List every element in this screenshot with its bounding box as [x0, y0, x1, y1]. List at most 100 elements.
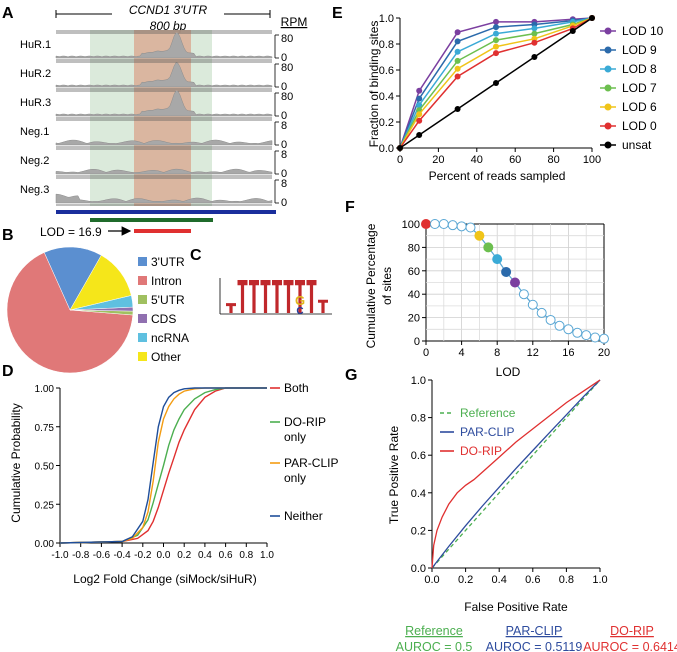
- saturation-panel: 0 20 40 60 80 100 0.0 0.2 0.4 0.6 0.8 1.0 LOD 10 LOD…: [367, 13, 664, 183]
- track-min-label: 0: [281, 110, 287, 122]
- track-min-label: 0: [281, 139, 287, 151]
- y-tick-label: 0.8: [379, 39, 394, 51]
- auroc-name: DO-RIP: [610, 624, 654, 638]
- lod-point: [590, 332, 601, 343]
- panel-label-e: E: [332, 5, 343, 22]
- x-tick-label: 0.4: [198, 550, 212, 561]
- legend-label: PAR-CLIP: [460, 425, 514, 439]
- x-tick-label: 4: [459, 347, 465, 359]
- x-tick-label: 40: [471, 154, 483, 166]
- legend-label: Other: [151, 350, 181, 364]
- y-tick-label: 1.0: [379, 13, 394, 25]
- legend-marker: [604, 65, 612, 73]
- saturation-point: [531, 30, 538, 37]
- x-tick-label: -0.8: [72, 550, 90, 561]
- track-min-label: 0: [281, 81, 287, 93]
- y-tick-label: 0.75: [35, 423, 55, 434]
- track-min-label: 0: [281, 52, 287, 64]
- x-tick-label: 8: [494, 347, 500, 359]
- legend-label: 3'UTR: [151, 255, 185, 269]
- track-max-label: 80: [281, 62, 293, 74]
- legend-label: ncRNA: [151, 331, 189, 345]
- y-tick-label: 1.0: [411, 375, 426, 387]
- track-name: Neg.3: [20, 184, 49, 196]
- legend-label: LOD 6: [622, 100, 657, 114]
- lod-label: LOD = 16.9: [40, 225, 102, 239]
- d-ylabel: Cumulative Probability: [9, 403, 23, 522]
- cdf-line-do-rip-only: [59, 387, 267, 544]
- lod-point: [429, 219, 440, 229]
- y-tick-label: 0.25: [35, 500, 55, 511]
- track-min-label: 0: [281, 168, 287, 180]
- y-tick-label: 60: [408, 266, 420, 278]
- track-max-label: 80: [281, 91, 293, 103]
- y-tick-label: 0.2: [411, 525, 426, 537]
- track-name: HuR.2: [20, 68, 51, 80]
- auroc-value: AUROC = 0.6414: [583, 640, 677, 652]
- legend-label: LOD 0: [622, 119, 657, 133]
- x-tick-label: 1.0: [260, 550, 274, 561]
- track-max-label: 8: [281, 178, 287, 190]
- y-tick-label: 0.4: [379, 91, 394, 103]
- y-tick-label: 40: [408, 289, 420, 301]
- legend-marker: [604, 103, 612, 111]
- x-tick-label: 0.2: [458, 574, 473, 586]
- panel-label-c: C: [190, 247, 202, 264]
- lod-point: [563, 324, 574, 335]
- y-tick-label: 20: [408, 313, 420, 325]
- saturation-point: [416, 95, 423, 102]
- lod-point-highlight: [421, 219, 431, 229]
- x-tick-label: 80: [547, 154, 559, 166]
- lod-point: [456, 221, 467, 232]
- auroc-name: Reference: [405, 624, 463, 638]
- x-tick-label: 0.8: [559, 574, 574, 586]
- logo-letter-t: [295, 280, 305, 313]
- legend-label: only: [284, 471, 306, 485]
- legend-swatch: [138, 276, 147, 285]
- x-tick-label: -1.0: [51, 550, 69, 561]
- rpm-label: RPM: [281, 15, 308, 29]
- lod-bar: [134, 229, 191, 233]
- x-tick-label: 1.0: [592, 574, 607, 586]
- x-tick-label: 60: [509, 154, 521, 166]
- saturation-point: [454, 38, 461, 45]
- panel-label-a: A: [2, 5, 14, 22]
- legend-label: Reference: [460, 406, 516, 420]
- coverage-signal: [55, 32, 273, 59]
- logo-letter-g: G: [295, 293, 305, 308]
- saturation-point: [493, 43, 499, 50]
- lod-point: [581, 330, 592, 341]
- logo-letter-t: [306, 280, 317, 313]
- track-name: Neg.2: [20, 155, 49, 167]
- panel-label-d: D: [2, 363, 14, 380]
- track-min-label: 0: [281, 197, 287, 209]
- saturation-point: [454, 65, 461, 72]
- legend-marker: [604, 46, 612, 54]
- saturation-point: [569, 28, 576, 34]
- legend-swatch: [138, 295, 147, 304]
- x-tick-label: 0: [397, 154, 403, 166]
- saturation-point: [416, 102, 423, 109]
- gene-bar: [56, 210, 276, 214]
- legend-marker: [604, 84, 612, 92]
- lod-point-highlight: [492, 254, 503, 265]
- x-tick-label: 0.2: [177, 550, 191, 561]
- cdf-panel: -1.0 -0.8 -0.6 -0.4 -0.2 0.0 0.2 0.4 0.6 0.8 1.0 0.…: [9, 381, 338, 586]
- y-tick-label: 1.00: [35, 384, 55, 395]
- y-tick-label: 0.6: [379, 65, 394, 77]
- saturation-point: [416, 87, 423, 94]
- legend-label: LOD 7: [622, 81, 657, 95]
- legend-label: LOD 9: [622, 43, 657, 57]
- saturation-point: [493, 50, 499, 57]
- legend-label: PAR-CLIP: [284, 456, 338, 470]
- lod-point-highlight: [474, 230, 485, 241]
- coverage-signal: [55, 62, 273, 88]
- pie-slice-other: [69, 254, 132, 311]
- lod-point-highlight: [501, 266, 512, 277]
- saturation-point: [397, 145, 403, 151]
- legend-swatch: [138, 333, 147, 342]
- x-tick-label: 0.6: [219, 550, 233, 561]
- saturation-point: [493, 24, 499, 31]
- y-tick-label: 0.00: [35, 539, 55, 550]
- scale-label: 800 bp: [150, 19, 187, 33]
